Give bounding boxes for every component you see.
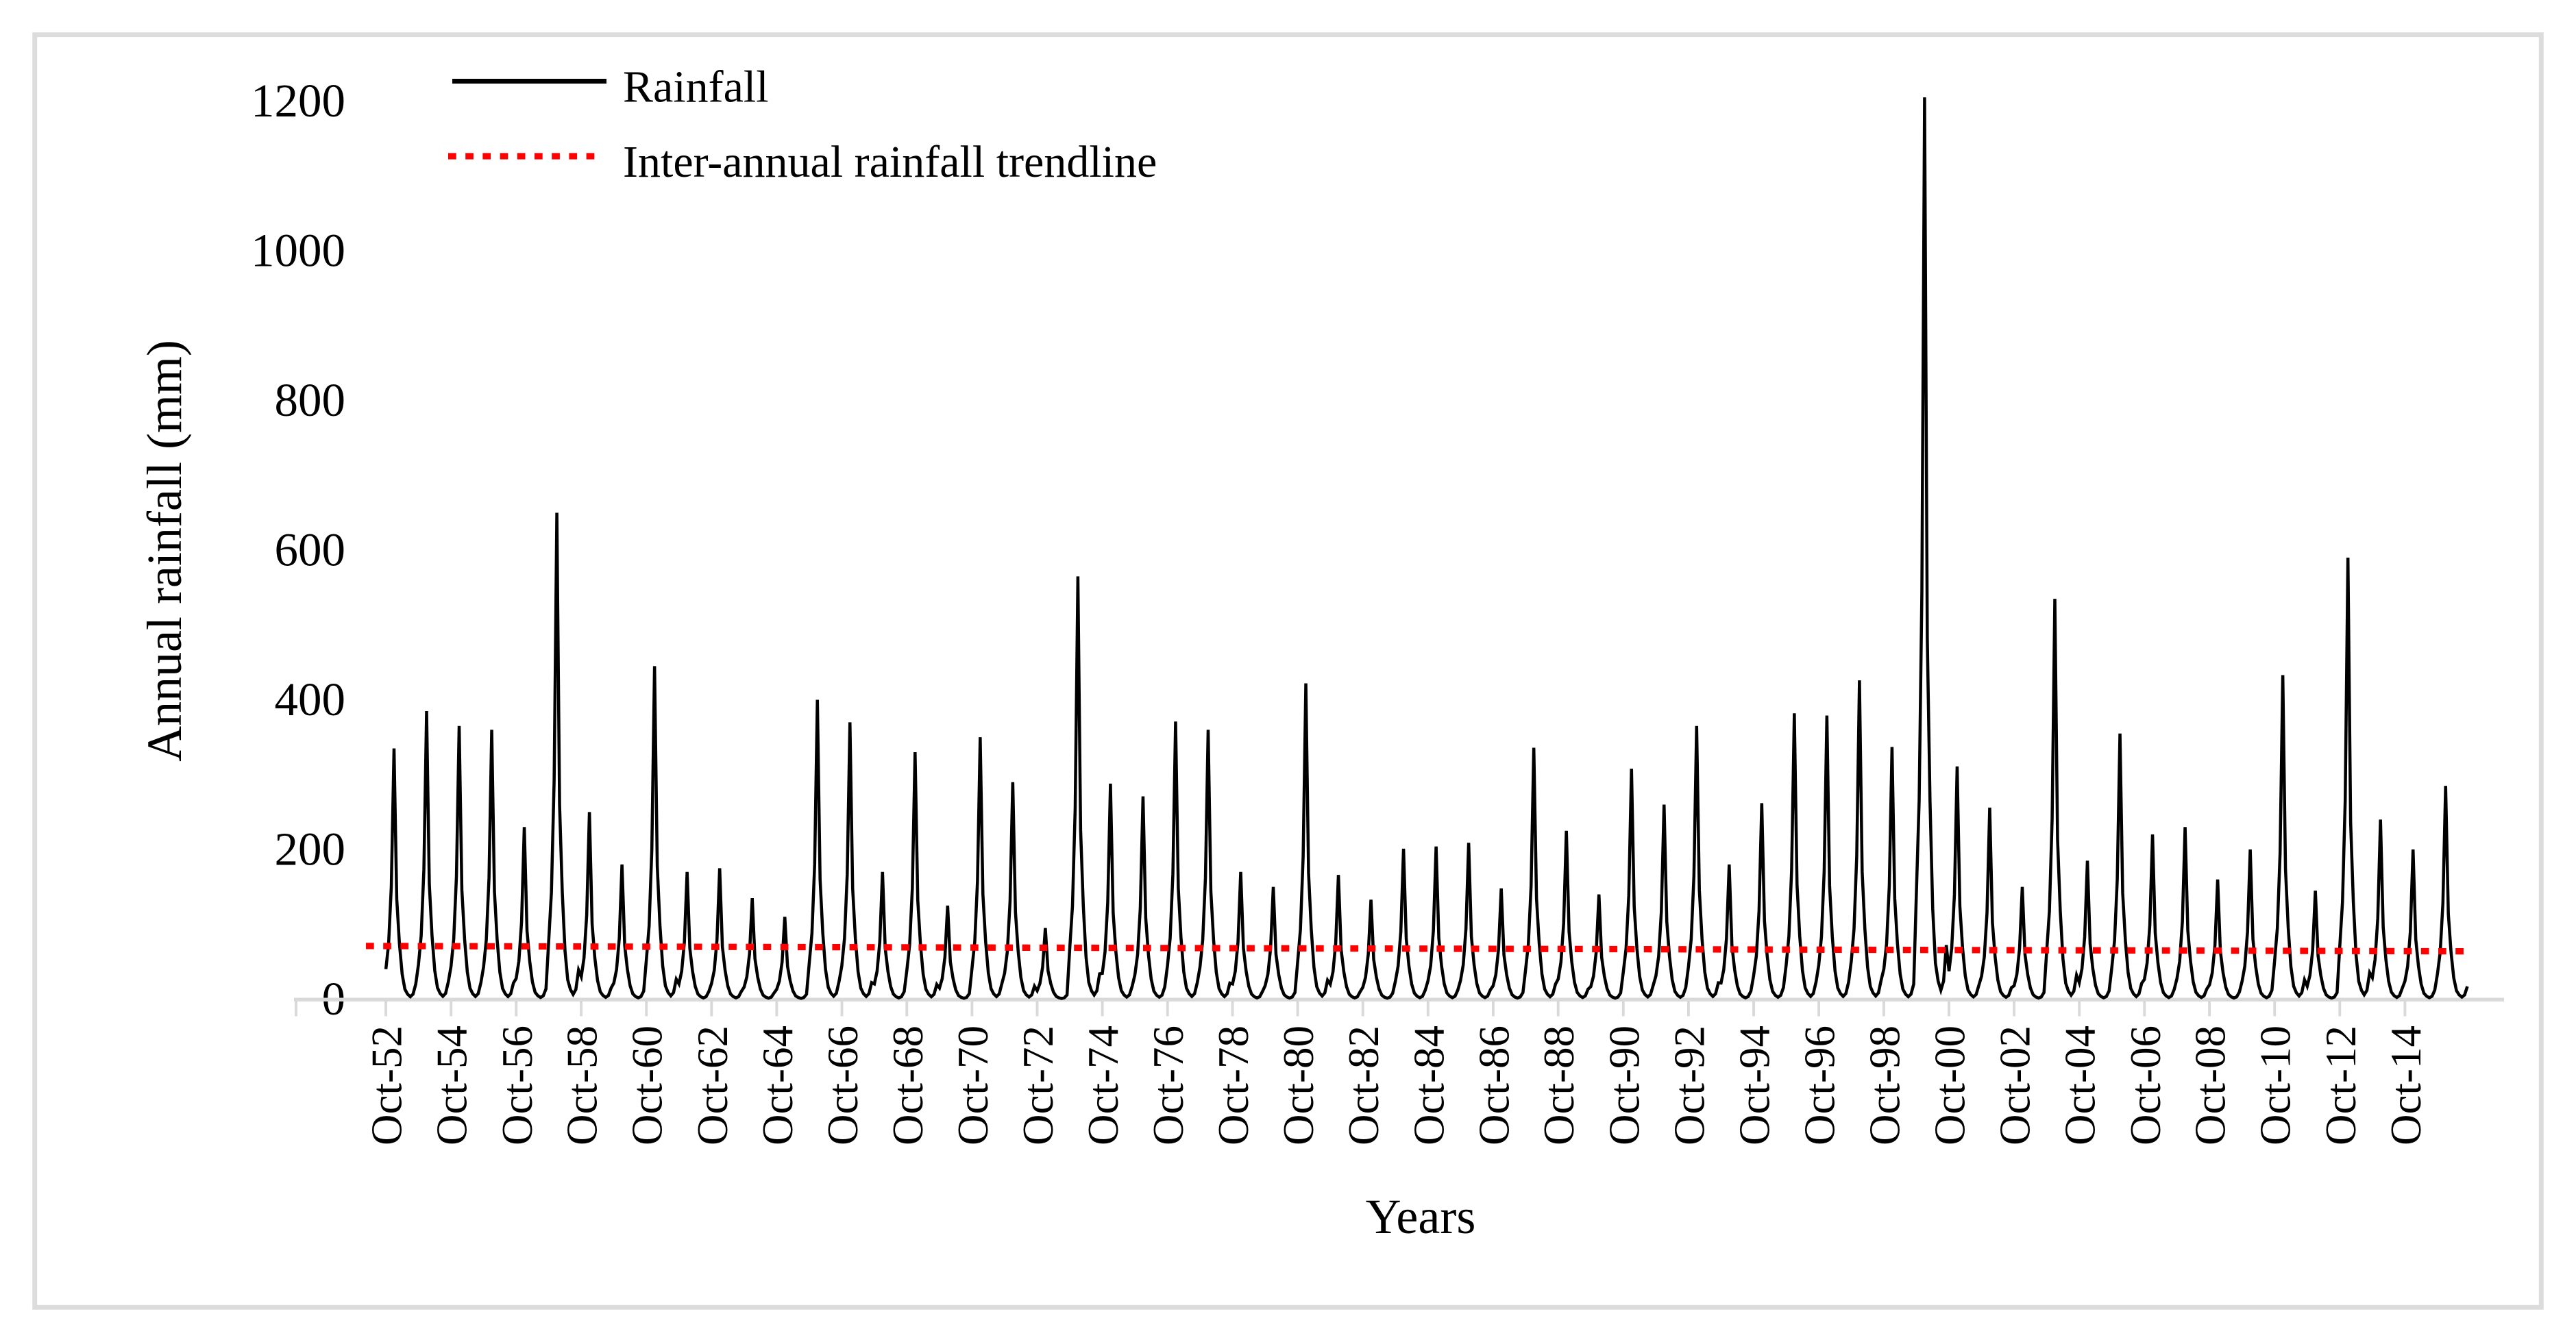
x-tick-label: Oct-52 — [363, 1026, 411, 1145]
figure-border — [32, 32, 2544, 1310]
y-tick-label: 1200 — [251, 75, 345, 127]
y-axis-title: Annual rainfall (mm) — [137, 340, 192, 762]
x-tick-label: Oct-60 — [624, 1026, 672, 1145]
x-tick-label: Oct-74 — [1079, 1026, 1127, 1145]
x-tick-label: Oct-54 — [428, 1026, 476, 1145]
x-tick-label: Oct-92 — [1665, 1026, 1713, 1145]
y-tick-label: 800 — [275, 374, 346, 426]
x-tick-label: Oct-58 — [559, 1026, 606, 1145]
x-tick-label: Oct-84 — [1405, 1026, 1453, 1145]
y-tick-label: 200 — [275, 823, 346, 875]
x-tick-label: Oct-00 — [1926, 1026, 1974, 1145]
y-tick-label: 1000 — [251, 225, 345, 277]
legend: Rainfall Inter-annual rainfall trendline — [448, 62, 1157, 187]
legend-rainfall-label: Rainfall — [623, 62, 769, 112]
x-tick-label: Oct-02 — [1991, 1026, 2039, 1145]
x-tick-label: Oct-64 — [754, 1026, 802, 1145]
x-tick-label: Oct-78 — [1210, 1026, 1258, 1145]
x-axis-title: Years — [1366, 1189, 1476, 1244]
trendline — [365, 943, 2472, 955]
x-tick-label: Oct-80 — [1275, 1026, 1323, 1145]
x-tick-label: Oct-68 — [884, 1026, 932, 1145]
x-tick-label: Oct-86 — [1470, 1026, 1518, 1145]
x-tick-label: Oct-98 — [1861, 1026, 1909, 1145]
x-tick-label: Oct-90 — [1600, 1026, 1648, 1145]
x-tick-label: Oct-56 — [493, 1026, 541, 1145]
x-tick-label: Oct-66 — [819, 1026, 867, 1145]
x-tick-label: Oct-72 — [1014, 1026, 1062, 1145]
x-tick-label: Oct-08 — [2187, 1026, 2235, 1145]
x-axis: Oct-52 Oct-54 Oct-56 Oct-58 Oct-60 Oct-62 Oct-… — [363, 1000, 2430, 1145]
y-tick-label: 600 — [275, 524, 346, 576]
x-tick-label: Oct-88 — [1535, 1026, 1583, 1145]
x-tick-label: Oct-70 — [949, 1026, 997, 1145]
x-tick-label: Oct-82 — [1340, 1026, 1388, 1145]
x-tick-label: Oct-10 — [2252, 1026, 2300, 1145]
x-tick-label: Oct-12 — [2317, 1026, 2365, 1145]
rainfall-series-line — [384, 97, 2469, 1000]
y-tick-label: 400 — [275, 673, 346, 725]
legend-trendline-label: Inter-annual rainfall trendline — [623, 137, 1157, 187]
x-tick-label: Oct-06 — [2122, 1026, 2170, 1145]
x-tick-label: Oct-62 — [689, 1026, 737, 1145]
x-tick-label: Oct-94 — [1731, 1026, 1779, 1145]
x-tick-label: Oct-04 — [2057, 1026, 2105, 1145]
x-tick-label: Oct-14 — [2382, 1026, 2430, 1145]
x-tick-label: Oct-76 — [1144, 1026, 1192, 1145]
x-tick-label: Oct-96 — [1796, 1026, 1844, 1145]
